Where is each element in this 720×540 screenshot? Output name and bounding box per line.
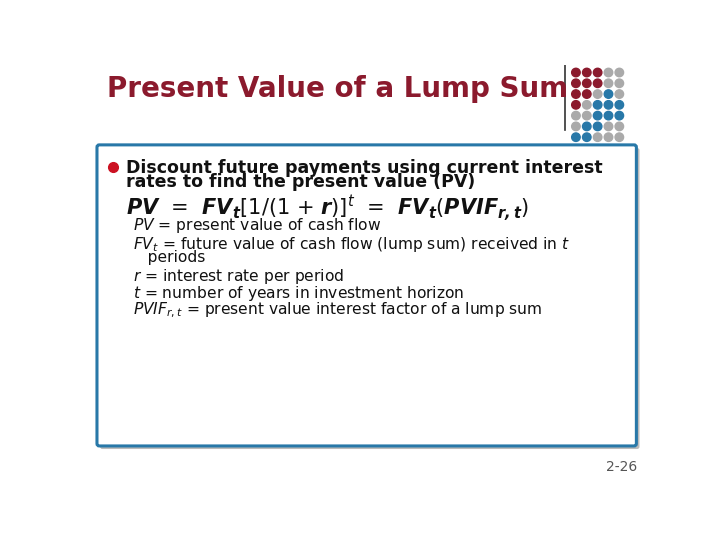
Circle shape — [593, 90, 602, 98]
Circle shape — [593, 111, 602, 120]
Text: 2-26: 2-26 — [606, 461, 637, 475]
Circle shape — [572, 79, 580, 87]
Circle shape — [572, 68, 580, 77]
Circle shape — [593, 68, 602, 77]
Circle shape — [572, 122, 580, 131]
Circle shape — [582, 90, 591, 98]
Circle shape — [593, 79, 602, 87]
Circle shape — [615, 122, 624, 131]
Circle shape — [593, 100, 602, 109]
Circle shape — [604, 90, 613, 98]
Circle shape — [582, 68, 591, 77]
Circle shape — [604, 122, 613, 131]
Circle shape — [582, 100, 591, 109]
Text: Present Value of a Lump Sum: Present Value of a Lump Sum — [107, 75, 568, 103]
Text: $\mathit{t}$ = number of years in investment horizon: $\mathit{t}$ = number of years in invest… — [132, 284, 464, 303]
Text: periods: periods — [132, 251, 205, 265]
Circle shape — [572, 133, 580, 141]
Circle shape — [615, 100, 624, 109]
Circle shape — [582, 122, 591, 131]
Circle shape — [615, 90, 624, 98]
Circle shape — [582, 111, 591, 120]
Text: $\bfit{PV}$  =  $\bfit{FV}_t$[1/(1 + $\bfit{r}$)]$^t$  =  $\bfit{FV}_t$($\bfit{P: $\bfit{PV}$ = $\bfit{FV}_t$[1/(1 + $\bfi… — [126, 193, 528, 224]
Circle shape — [615, 79, 624, 87]
Circle shape — [604, 133, 613, 141]
Circle shape — [615, 68, 624, 77]
Circle shape — [615, 133, 624, 141]
Circle shape — [604, 100, 613, 109]
Circle shape — [604, 79, 613, 87]
FancyBboxPatch shape — [97, 145, 636, 446]
Circle shape — [572, 90, 580, 98]
Circle shape — [604, 68, 613, 77]
Circle shape — [604, 111, 613, 120]
Text: $\mathit{FV}_t$ = future value of cash flow (lump sum) received in $\mathit{t}$: $\mathit{FV}_t$ = future value of cash f… — [132, 235, 570, 254]
Circle shape — [582, 79, 591, 87]
Circle shape — [593, 122, 602, 131]
FancyBboxPatch shape — [100, 148, 639, 449]
Circle shape — [582, 133, 591, 141]
Circle shape — [593, 133, 602, 141]
Circle shape — [572, 111, 580, 120]
Text: rates to find the present value (PV): rates to find the present value (PV) — [126, 173, 475, 191]
Circle shape — [615, 111, 624, 120]
Text: $\mathit{PV}$ = present value of cash flow: $\mathit{PV}$ = present value of cash fl… — [132, 217, 381, 235]
Circle shape — [572, 100, 580, 109]
Text: Discount future payments using current interest: Discount future payments using current i… — [126, 159, 602, 177]
Text: $\mathit{PVIF}_{r,t}$ = present value interest factor of a lump sum: $\mathit{PVIF}_{r,t}$ = present value in… — [132, 301, 542, 321]
Text: $\mathit{r}$ = interest rate per period: $\mathit{r}$ = interest rate per period — [132, 267, 343, 286]
